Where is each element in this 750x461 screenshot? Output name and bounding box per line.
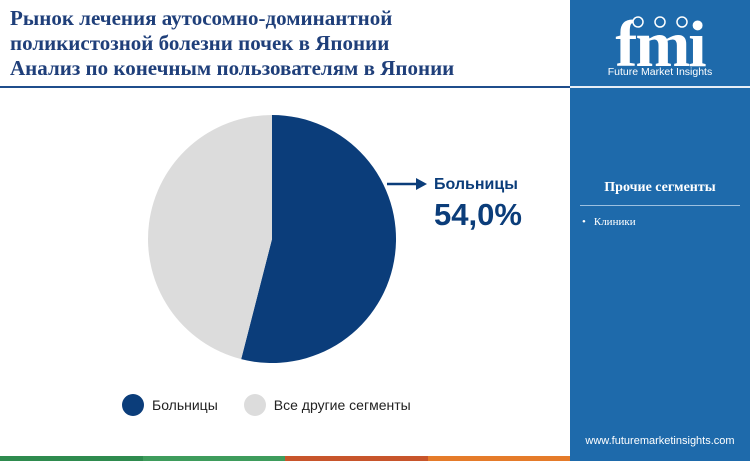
list-item: • Клиники <box>582 216 636 228</box>
bottom-color-bar <box>0 456 570 461</box>
chart-area: Рынок лечения аутосомно-доминантной поли… <box>0 6 570 461</box>
legend-item-hospitals: Больницы <box>122 394 218 416</box>
title-divider <box>0 86 570 88</box>
title-line: Анализ по конечным пользователям в Япони… <box>10 56 455 80</box>
pie-slice-hospitals <box>241 115 397 363</box>
legend-label: Больницы <box>152 397 218 413</box>
title-line: Рынок лечения аутосомно-доминантной <box>10 6 393 30</box>
pie-chart <box>148 115 427 363</box>
brand-panel: fmi Future Market Insights Прочие сегмен… <box>570 0 750 461</box>
callout-category-label: Больницы <box>434 176 518 193</box>
bar-segment <box>427 456 570 461</box>
brand-name: Future Market Insights <box>607 66 713 78</box>
bar-segment <box>0 456 143 461</box>
legend-label: Все другие сегменты <box>273 397 411 413</box>
side-panel-heading: Прочие сегменты <box>604 180 716 195</box>
callout-arrow-head <box>416 178 427 190</box>
logo-globe-icon <box>654 16 666 28</box>
fmi-logo: fmi <box>615 8 708 81</box>
brand-url[interactable]: www.futuremarketinsights.com <box>585 435 735 447</box>
side-panel-list: • Клиники <box>582 216 636 228</box>
bar-segment <box>285 456 428 461</box>
legend-swatch <box>243 394 266 416</box>
legend-item-other: Все другие сегменты <box>243 394 411 416</box>
side-panel-divider <box>580 205 740 206</box>
list-item-label: Клиники <box>593 216 636 228</box>
page-title: Рынок лечения аутосомно-доминантной поли… <box>10 6 566 81</box>
logo-globe-icon <box>632 16 644 28</box>
callout-value-label: 54,0% <box>434 197 522 232</box>
title-line: поликистозной болезни почек в Японии <box>10 31 390 55</box>
bullet-icon: • <box>582 216 586 228</box>
logo-globe-icon <box>676 16 688 28</box>
bar-segment <box>142 456 285 461</box>
chart-legend: Больницы Все другие сегменты <box>122 394 437 416</box>
panel-divider <box>570 86 750 88</box>
pie-slice-other-segments <box>148 115 272 360</box>
legend-swatch <box>122 394 144 416</box>
